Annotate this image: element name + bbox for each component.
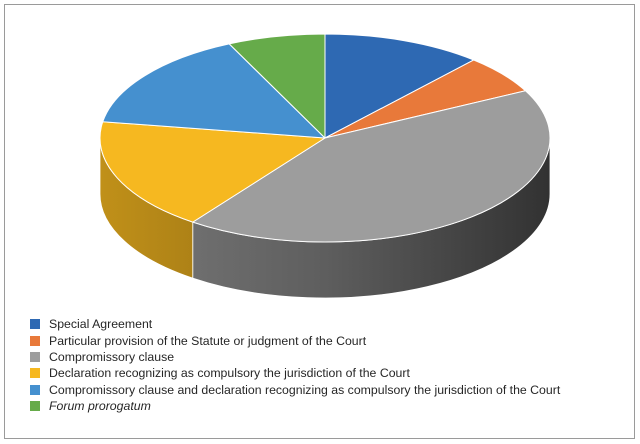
pie-slice-declaration-recognizing-as-compulsory-the-jurisdiction-of-the-court bbox=[99, 121, 326, 223]
pie-slice-compromissory-clause-and-declaration-recognizing-as-compulsory-the-jurisdiction-of-the-court bbox=[102, 43, 326, 139]
legend-label-declaration: Declaration recognizing as compulsory th… bbox=[49, 366, 410, 381]
legend-label-compromissory-clause: Compromissory clause bbox=[49, 349, 175, 364]
legend-swatch-forum-prorogatum bbox=[30, 401, 40, 412]
legend-item-clause-and-declaration: Compromissory clause and declaration rec… bbox=[30, 382, 560, 398]
legend-item-declaration: Declaration recognizing as compulsory th… bbox=[30, 365, 560, 381]
chart-legend: Special Agreement Particular provision o… bbox=[30, 316, 560, 414]
legend-swatch-declaration bbox=[30, 368, 40, 379]
legend-item-forum-prorogatum: Forum prorogatum bbox=[30, 398, 560, 414]
legend-item-special-agreement: Special Agreement bbox=[30, 316, 560, 332]
legend-label-forum-prorogatum: Forum prorogatum bbox=[49, 399, 151, 414]
legend-swatch-particular-provision bbox=[30, 335, 40, 346]
pie-slice-forum-prorogatum bbox=[228, 33, 326, 139]
legend-swatch-special-agreement bbox=[30, 319, 40, 330]
pie-slice-special-agreement bbox=[324, 33, 475, 139]
pie-tops bbox=[99, 33, 551, 243]
pie-slice-compromissory-clause bbox=[192, 90, 551, 243]
legend-swatch-compromissory-clause bbox=[30, 351, 40, 362]
legend-label-special-agreement: Special Agreement bbox=[49, 317, 153, 332]
legend-item-compromissory-clause: Compromissory clause bbox=[30, 349, 560, 365]
legend-item-particular-provision: Particular provision of the Statute or j… bbox=[30, 332, 560, 348]
legend-label-clause-and-declaration: Compromissory clause and declaration rec… bbox=[49, 382, 561, 397]
legend-swatch-clause-and-declaration bbox=[30, 384, 40, 395]
legend-label-particular-provision: Particular provision of the Statute or j… bbox=[49, 333, 367, 348]
